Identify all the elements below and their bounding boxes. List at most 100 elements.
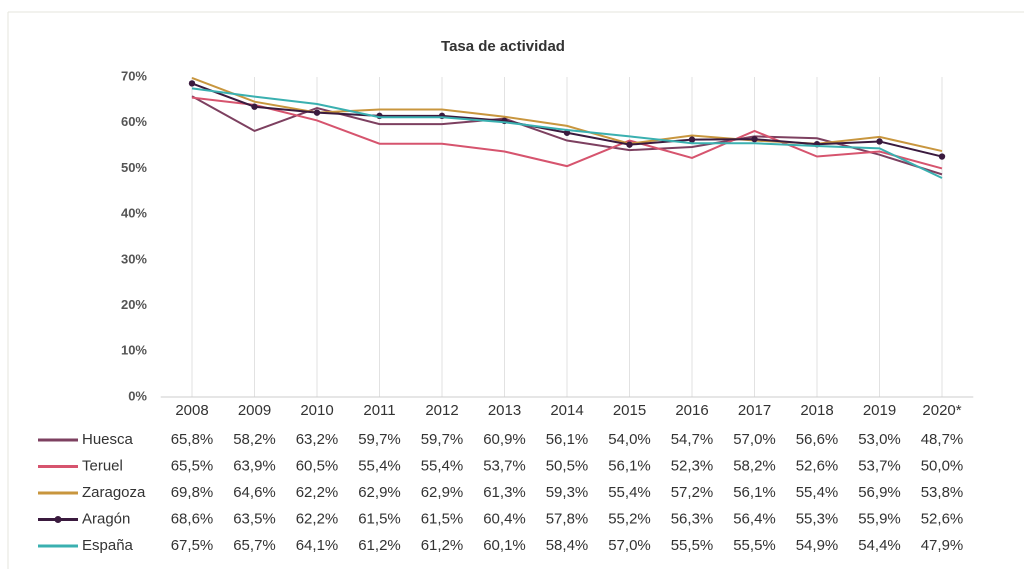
series-marker — [751, 135, 758, 143]
table-cell: 63,2% — [296, 431, 339, 448]
table-cell: 53,7% — [483, 457, 526, 474]
table-cell: 52,6% — [796, 457, 839, 474]
y-tick-label: 10% — [121, 343, 147, 358]
table-cell: 58,2% — [233, 431, 276, 448]
table-cell: 53,8% — [921, 484, 964, 501]
y-tick-label: 20% — [121, 297, 147, 312]
y-tick-label: 50% — [121, 160, 147, 175]
x-tick-label: 2011 — [363, 402, 395, 419]
x-tick-label: 2020* — [922, 402, 961, 419]
table-cell: 56,3% — [671, 510, 714, 527]
table-cell: 60,9% — [483, 431, 526, 448]
table-cell: 60,4% — [483, 510, 526, 527]
y-tick-label: 60% — [121, 114, 147, 129]
x-tick-label: 2018 — [800, 402, 833, 419]
y-tick-label: 70% — [121, 68, 147, 83]
table-cell: 56,6% — [796, 431, 839, 448]
table-cell: 57,0% — [733, 431, 776, 448]
table-cell: 54,4% — [858, 537, 901, 554]
x-tick-label: 2014 — [550, 402, 583, 419]
table-cell: 61,5% — [421, 510, 464, 527]
x-tick-label: 2013 — [488, 402, 521, 419]
legend-label: España — [82, 537, 134, 554]
table-cell: 47,9% — [921, 537, 964, 554]
series-marker — [938, 153, 946, 160]
x-tick-label: 2017 — [738, 402, 771, 419]
table-cell: 59,3% — [546, 484, 589, 501]
table-cell: 56,1% — [733, 484, 776, 501]
table-cell: 64,1% — [296, 537, 339, 554]
table-cell: 57,0% — [608, 537, 651, 554]
table-cell: 55,5% — [671, 537, 714, 554]
series-line — [191, 95, 943, 176]
table-cell: 62,2% — [296, 484, 339, 501]
y-tick-label: 40% — [121, 206, 147, 221]
series-line — [191, 87, 943, 179]
table-cell: 55,4% — [608, 484, 651, 501]
series-marker — [876, 138, 883, 145]
chart-title: Tasa de actividad — [441, 38, 565, 55]
table-cell: 62,9% — [421, 484, 464, 501]
table-cell: 65,7% — [233, 537, 276, 554]
legend-label: Zaragoza — [82, 484, 146, 501]
x-tick-label: 2019 — [863, 402, 896, 419]
x-tick-label: 2015 — [613, 402, 646, 419]
table-cell: 50,5% — [546, 457, 589, 474]
table-cell: 60,1% — [483, 537, 526, 554]
table-cell: 50,0% — [921, 457, 964, 474]
table-cell: 56,9% — [858, 484, 901, 501]
table-cell: 63,5% — [233, 510, 276, 527]
table-cell: 56,4% — [733, 510, 776, 527]
table-cell: 55,2% — [608, 510, 651, 527]
table-cell: 53,0% — [858, 431, 901, 448]
table-cell: 55,4% — [796, 484, 839, 501]
series-marker — [251, 103, 258, 110]
x-tick-label: 2008 — [175, 402, 208, 419]
table-cell: 56,1% — [608, 457, 651, 474]
series-line — [191, 96, 943, 170]
table-cell: 55,4% — [421, 457, 464, 474]
table-cell: 62,2% — [296, 510, 339, 527]
legend-label: Aragón — [82, 510, 130, 527]
table-cell: 62,9% — [358, 484, 401, 501]
series-marker — [626, 141, 633, 148]
x-tick-label: 2010 — [300, 402, 333, 419]
table-cell: 68,6% — [171, 510, 214, 527]
table-cell: 55,3% — [796, 510, 839, 527]
table-cell: 59,7% — [421, 431, 464, 448]
table-cell: 61,2% — [358, 537, 401, 554]
series-marker — [313, 109, 321, 116]
table-cell: 59,7% — [358, 431, 401, 448]
table-cell: 57,8% — [546, 510, 589, 527]
series-marker — [188, 80, 196, 87]
table-cell: 65,5% — [171, 457, 214, 474]
table-cell: 52,6% — [921, 510, 964, 527]
x-tick-label: 2016 — [675, 402, 708, 419]
table-cell: 60,5% — [296, 457, 339, 474]
table-cell: 58,4% — [546, 537, 589, 554]
table-cell: 56,1% — [546, 431, 589, 448]
table-cell: 55,4% — [358, 457, 401, 474]
table-cell: 54,9% — [796, 537, 839, 554]
x-tick-label: 2009 — [238, 402, 271, 419]
table-cell: 52,3% — [671, 457, 714, 474]
table-cell: 55,9% — [858, 510, 901, 527]
table-cell: 61,3% — [483, 484, 526, 501]
legend-label: Huesca — [82, 431, 134, 448]
legend-label: Teruel — [82, 457, 123, 474]
y-tick-label: 30% — [121, 251, 147, 266]
table-cell: 58,2% — [733, 457, 776, 474]
table-cell: 53,7% — [858, 457, 901, 474]
table-cell: 61,5% — [358, 510, 401, 527]
series-marker — [688, 136, 696, 143]
table-cell: 57,2% — [671, 484, 714, 501]
table-cell: 65,8% — [171, 431, 214, 448]
table-cell: 48,7% — [921, 431, 964, 448]
table-cell: 64,6% — [233, 484, 276, 501]
table-cell: 61,2% — [421, 537, 464, 554]
y-tick-label: 0% — [128, 388, 147, 403]
table-cell: 67,5% — [171, 537, 214, 554]
table-cell: 54,0% — [608, 431, 651, 448]
table-cell: 63,9% — [233, 457, 276, 474]
